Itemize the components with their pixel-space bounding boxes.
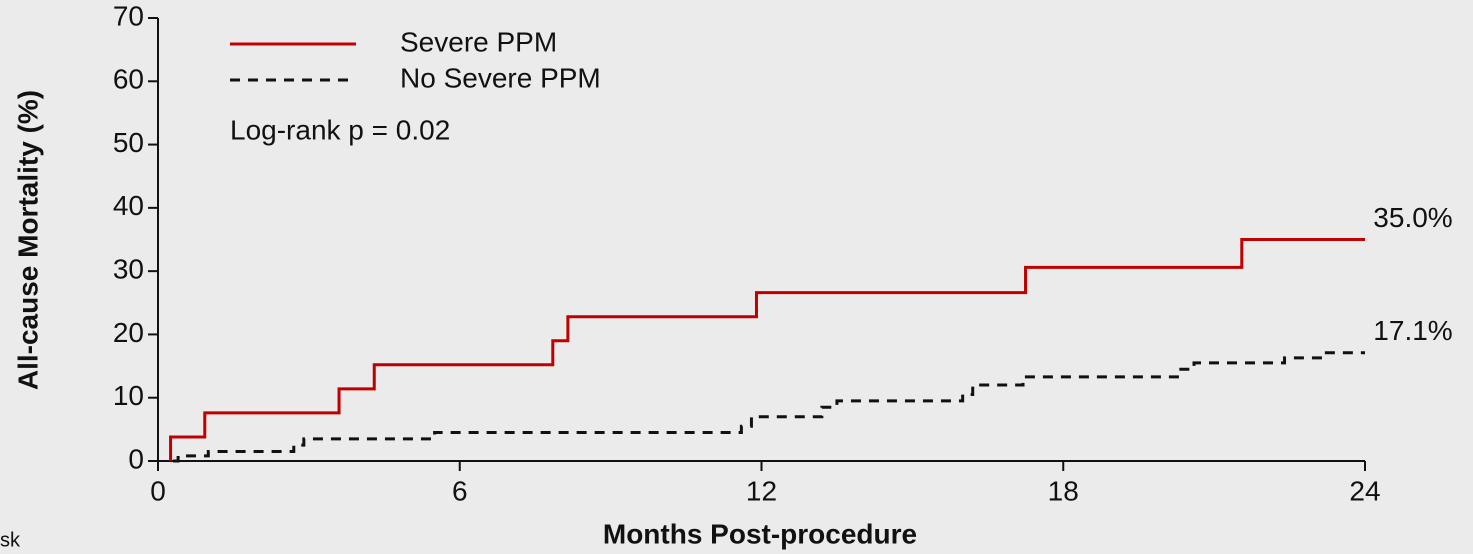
y-tick-label: 0	[128, 443, 144, 474]
y-tick-label: 30	[113, 254, 144, 285]
y-tick-label: 50	[113, 127, 144, 158]
x-tick-label: 12	[746, 475, 777, 506]
legend-label: Severe PPM	[400, 26, 557, 57]
x-axis-title: Months Post-procedure	[603, 518, 917, 549]
y-tick-label: 60	[113, 64, 144, 95]
annotation: sk	[0, 529, 21, 551]
step-line	[169, 238, 1365, 461]
step-line	[173, 351, 1365, 463]
y-tick-label: 20	[113, 317, 144, 348]
x-tick-label: 0	[150, 475, 166, 506]
annotation: Log-rank p = 0.02	[230, 114, 450, 145]
end-label: 17.1%	[1373, 315, 1452, 346]
x-tick-label: 24	[1349, 475, 1380, 506]
y-tick-label: 40	[113, 190, 144, 221]
y-tick-label: 10	[113, 380, 144, 411]
y-tick-label: 70	[113, 0, 144, 31]
x-tick-label: 18	[1048, 475, 1079, 506]
y-axis-title: All-cause Mortality (%)	[12, 90, 43, 390]
legend-label: No Severe PPM	[400, 62, 601, 93]
end-label: 35.0%	[1373, 202, 1452, 233]
x-tick-label: 6	[452, 475, 468, 506]
